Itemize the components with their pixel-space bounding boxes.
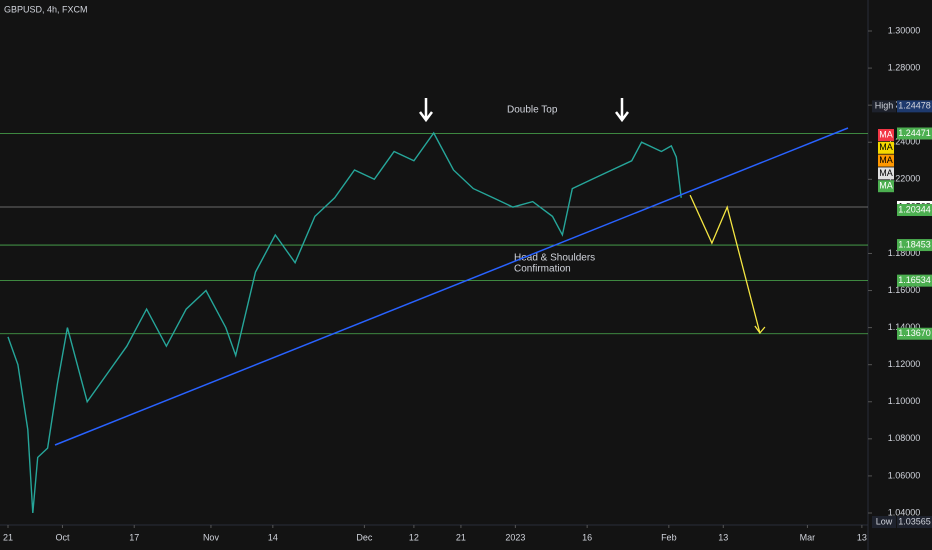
high-label: 1.24478 [898, 101, 931, 111]
high-bg [872, 100, 896, 113]
y-tick-label: 1.06000 [888, 470, 921, 480]
x-tick-label: 12 [409, 532, 419, 542]
x-tick-label: 2023 [505, 532, 525, 542]
ma-tag: MA [879, 168, 893, 178]
trendline [54, 127, 849, 446]
x-tick-label: Feb [661, 532, 677, 542]
y-tick-label: 1.16000 [888, 285, 921, 295]
y-tick-label: 1.18000 [888, 248, 921, 258]
level-label: 1.24471 [898, 128, 931, 138]
x-tick-label: 13 [857, 532, 867, 542]
low-label: 1.03565 [898, 516, 931, 526]
ma-tag-bg [878, 141, 894, 154]
chart-title: GBPUSD, 4h, FXCM [4, 4, 88, 14]
ma-tag-bg [878, 154, 894, 167]
annotation: Confirmation [514, 264, 571, 275]
y-tick-label: 1.30000 [888, 25, 921, 35]
level-label-bg [897, 127, 932, 140]
x-tick-label: Mar [800, 532, 816, 542]
arrow-head [754, 325, 766, 335]
y-tick-label: 1.22000 [888, 174, 921, 184]
ma-tag-bg [878, 167, 894, 180]
price-line [7, 131, 682, 514]
ma-tag: MA [879, 129, 893, 139]
x-tick-label: Nov [203, 532, 220, 542]
ma-tag: MA [879, 181, 893, 191]
y-tick-label: 1.12000 [888, 359, 921, 369]
ma-tag: MA [879, 155, 893, 165]
y-tick-label: 1.10000 [888, 396, 921, 406]
high-name: High [875, 101, 894, 111]
level-label-bg [897, 327, 932, 340]
level-label: 1.18453 [898, 239, 931, 249]
price-label-bg [897, 204, 932, 217]
y-tick-label: 1.08000 [888, 433, 921, 443]
y-tick-label: 1.14000 [888, 322, 921, 332]
price-label: 1.20344 [898, 204, 931, 214]
projection [689, 194, 761, 334]
y-tick-label: 1.28000 [888, 62, 921, 72]
x-tick-label: 17 [129, 532, 139, 542]
low-value-bg [897, 516, 932, 528]
level-label: 1.13670 [898, 328, 931, 338]
arrow-icon [419, 98, 433, 123]
x-tick-label: Dec [356, 532, 373, 542]
level-label: 1.16534 [898, 275, 931, 285]
ma-tag-bg [878, 129, 894, 141]
x-tick-label: Oct [55, 532, 70, 542]
x-tick-label: 14 [268, 532, 278, 542]
low-name: Low [876, 516, 893, 526]
x-tick-label: 13 [718, 532, 728, 542]
y-tick-label: 1.04000 [888, 507, 921, 517]
low-bg [872, 516, 896, 528]
level-label-bg [897, 239, 932, 252]
arrow-icon [615, 98, 629, 123]
ma-tag: MA [879, 142, 893, 152]
level-label-bg [897, 274, 932, 287]
y-tick-label: 1.24000 [888, 137, 921, 147]
annotation: Double Top [507, 105, 558, 116]
annotation: Head & Shoulders [514, 253, 595, 264]
high-value-bg [897, 100, 932, 113]
x-tick-label: 16 [582, 532, 592, 542]
ma-tag-bg [878, 180, 894, 193]
x-tick-label: 21 [3, 532, 13, 542]
x-tick-label: 21 [456, 532, 466, 542]
